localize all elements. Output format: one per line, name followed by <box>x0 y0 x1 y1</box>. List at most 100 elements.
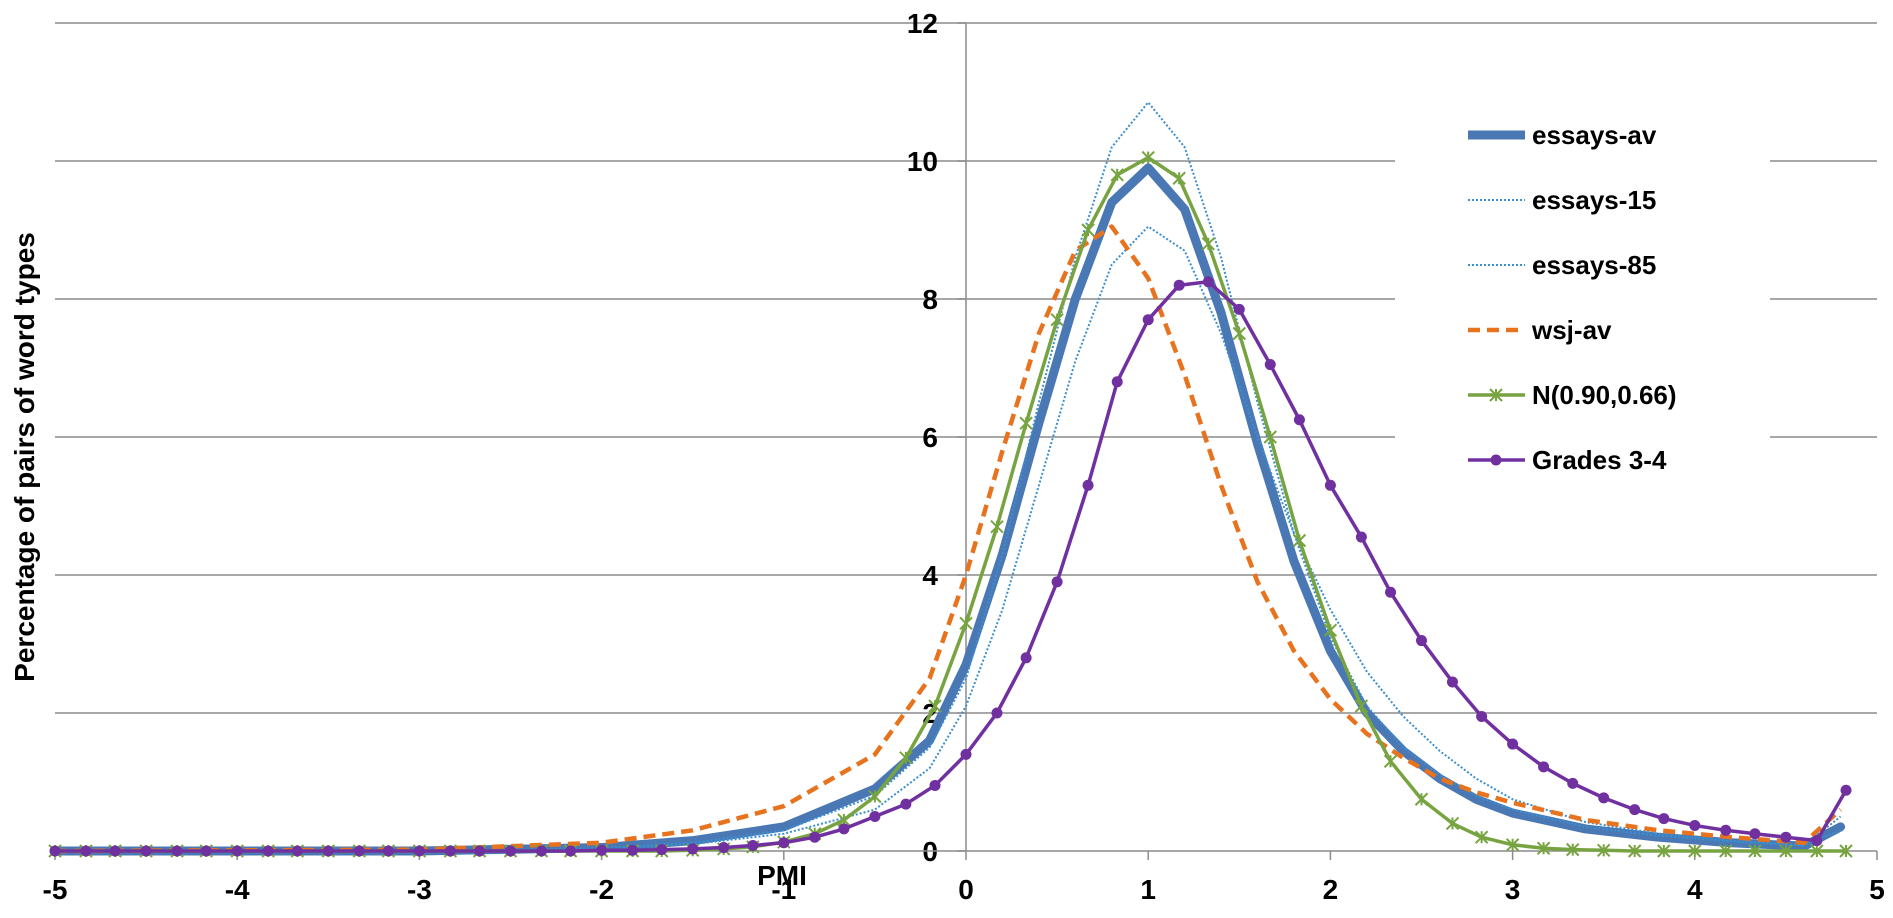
data-point <box>1019 416 1033 430</box>
series-layer <box>48 101 1853 858</box>
x-tick-label: -2 <box>589 874 614 905</box>
data-point <box>109 845 121 857</box>
legend-label: essays-av <box>1532 120 1657 150</box>
data-point <box>1263 430 1277 444</box>
data-point <box>1110 168 1124 182</box>
legend: essays-av essays-15 essays-85 wsj-av N(0.90,… <box>1395 100 1770 500</box>
series-essays-85 <box>55 225 1841 852</box>
data-point <box>627 844 639 856</box>
data-point <box>1355 531 1367 543</box>
data-point <box>231 845 243 857</box>
legend-item: N(0.90,0.66) <box>1468 380 1677 410</box>
data-point <box>413 845 425 857</box>
data-point <box>1596 843 1611 858</box>
data-point <box>1658 813 1670 825</box>
data-point <box>1566 842 1580 857</box>
legend-background <box>1395 100 1770 500</box>
data-point <box>1689 819 1701 831</box>
data-point <box>474 845 486 857</box>
data-point <box>656 844 668 856</box>
data-point <box>49 845 61 857</box>
data-point <box>1292 533 1307 548</box>
data-point <box>960 748 972 760</box>
legend-label: Grades 3-4 <box>1532 445 1667 475</box>
data-point <box>565 845 577 857</box>
data-point <box>1811 835 1823 847</box>
series-line <box>55 101 1842 852</box>
data-point <box>1385 586 1397 598</box>
data-point <box>1688 844 1702 858</box>
x-tick-label: -1 <box>771 874 796 905</box>
data-point <box>1598 792 1610 804</box>
data-point <box>991 707 1003 719</box>
data-point <box>1416 635 1427 647</box>
series-essays-av <box>50 163 1846 856</box>
data-point <box>1082 479 1094 491</box>
data-point <box>928 699 942 713</box>
data-point <box>1720 824 1732 836</box>
legend-label: essays-85 <box>1532 250 1656 280</box>
legend-item: essays-85 <box>1468 250 1656 280</box>
data-point <box>444 845 456 857</box>
data-point <box>1051 576 1063 588</box>
data-point <box>899 751 913 765</box>
data-point <box>1839 844 1853 858</box>
data-point <box>868 789 882 804</box>
series-line <box>54 224 1843 854</box>
data-point <box>1719 844 1733 858</box>
data-point <box>1324 479 1336 491</box>
data-point <box>1780 831 1792 843</box>
y-tick-label: 10 <box>907 146 938 177</box>
data-point <box>1293 414 1305 426</box>
data-point <box>1474 830 1489 844</box>
data-point <box>171 845 183 857</box>
data-point <box>322 845 334 857</box>
x-tick-label: 2 <box>1323 874 1339 905</box>
x-axis-title: PMI <box>757 860 807 891</box>
data-point <box>809 831 821 843</box>
data-point <box>353 845 365 857</box>
data-point <box>1629 804 1641 816</box>
y-tick-label: 6 <box>922 422 938 453</box>
x-tick-label: 3 <box>1505 874 1521 905</box>
y-tick-label: 4 <box>922 560 938 591</box>
series-grades-3-4 <box>49 276 1852 857</box>
x-tick-label: 1 <box>1140 874 1156 905</box>
data-point <box>291 845 303 857</box>
data-point <box>718 842 730 854</box>
legend-label: wsj-av <box>1531 315 1612 345</box>
x-tick-label: 4 <box>1687 874 1703 905</box>
data-point <box>1232 326 1247 341</box>
data-point <box>778 837 790 849</box>
series-essays-15 <box>55 101 1842 852</box>
legend-label: N(0.90,0.66) <box>1532 380 1677 410</box>
data-point <box>1142 314 1154 326</box>
y-tick-label: 12 <box>907 8 938 39</box>
data-point <box>1081 223 1095 237</box>
data-point <box>747 839 759 851</box>
x-tick-label: 0 <box>958 874 974 905</box>
legend-marker <box>1489 388 1503 402</box>
data-point <box>1383 754 1398 769</box>
x-tick-label: -5 <box>43 874 68 905</box>
x-tick-label: 5 <box>1869 874 1885 905</box>
data-point <box>535 845 547 857</box>
legend-item: wsj-av <box>1468 315 1612 345</box>
data-point <box>200 845 212 857</box>
data-point <box>687 843 699 855</box>
series-line <box>55 225 1841 852</box>
data-point <box>1233 303 1245 315</box>
data-point <box>1538 761 1550 773</box>
data-point <box>1323 623 1338 637</box>
data-point <box>1779 844 1793 858</box>
data-point <box>1414 792 1429 806</box>
data-point <box>1111 376 1123 388</box>
data-point <box>262 845 274 857</box>
data-point <box>1050 312 1064 327</box>
data-point <box>1749 828 1761 840</box>
data-point <box>1141 150 1155 165</box>
data-point <box>1172 171 1186 185</box>
data-point <box>1020 652 1032 664</box>
